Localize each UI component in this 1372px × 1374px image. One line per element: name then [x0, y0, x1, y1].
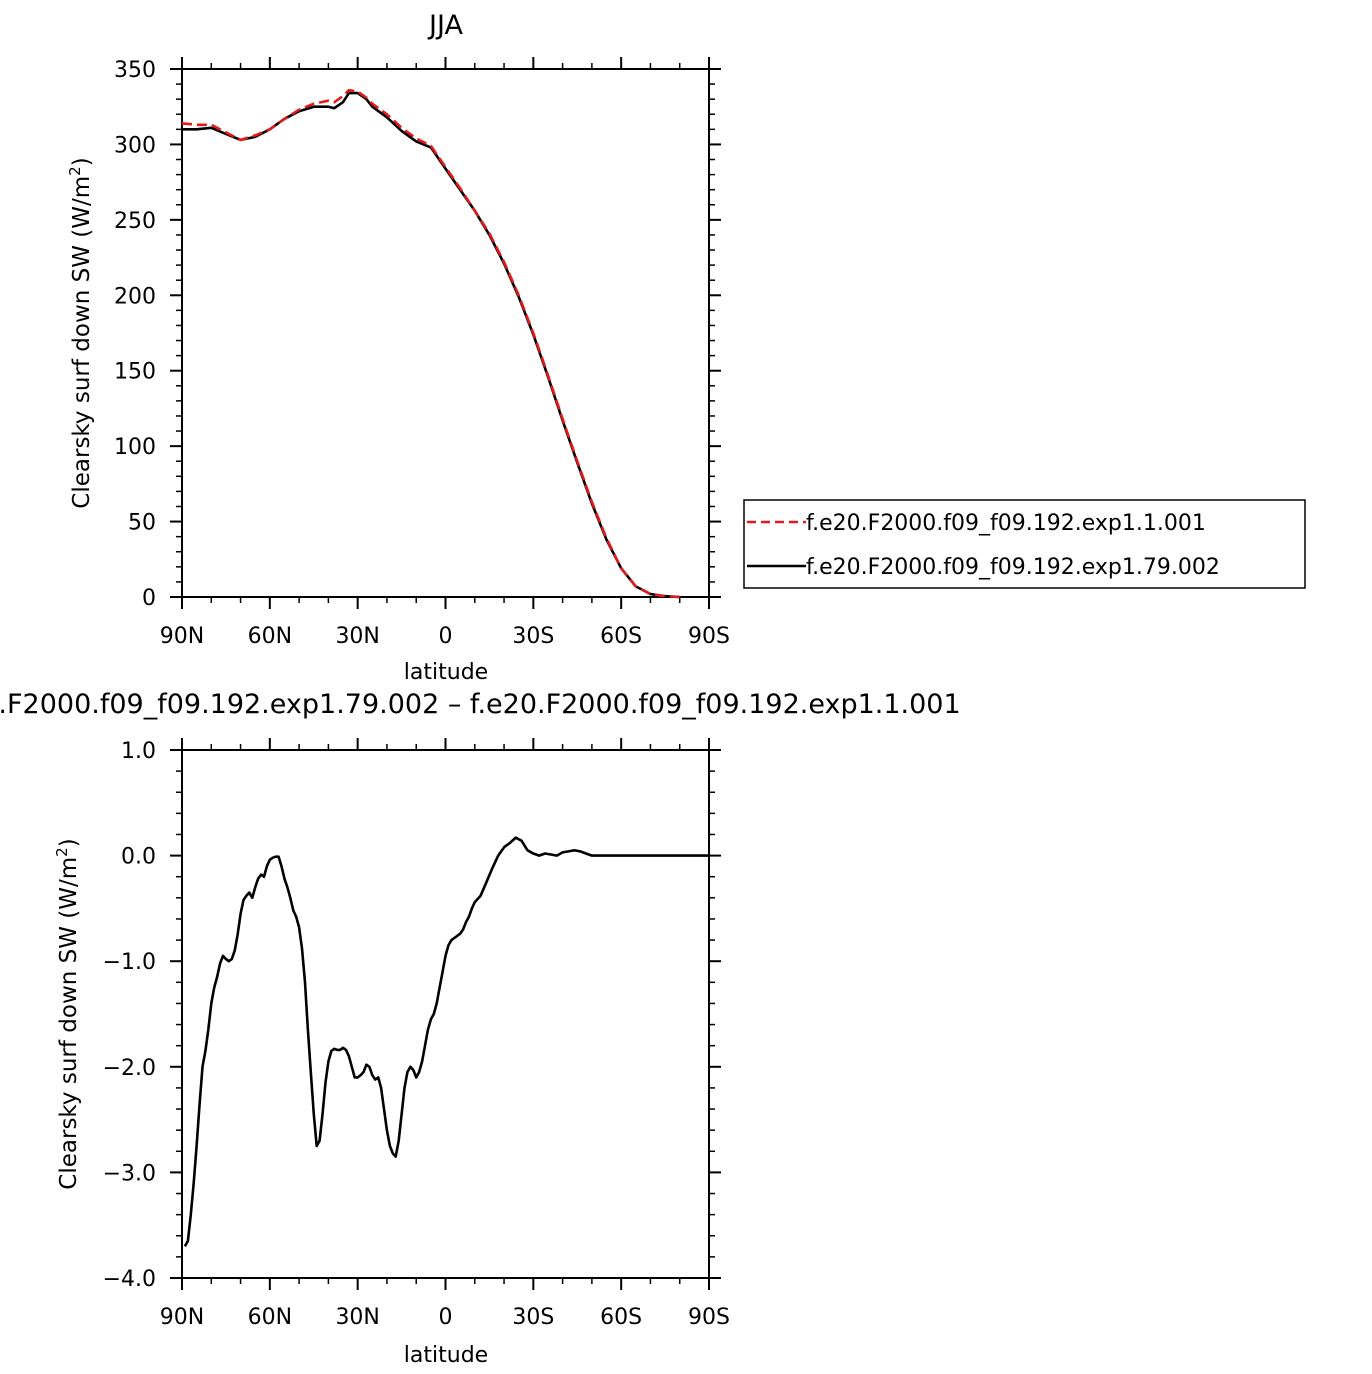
top-x-axis-label: latitude [404, 660, 488, 685]
bottom-y-tick-label: −2.0 [103, 1056, 156, 1081]
legend-box [743, 499, 1306, 589]
bottom-x-tick-label: 60N [248, 1305, 292, 1330]
bottom-plot-frame [181, 749, 710, 1279]
top-y-tick-label: 250 [114, 209, 156, 234]
legend-label-exp1-1-001: f.e20.F2000.f09_f09.192.exp1.1.001 [806, 511, 1206, 536]
bottom-x-tick-label: 30N [335, 1305, 379, 1330]
bottom-series-line-1 [183, 836, 709, 1247]
top-x-tick-label: 90S [688, 624, 730, 649]
top-axes: 90N 60N 30N 0 30S 60S 90S 0 50 100 150 200 250 300 350 [114, 57, 730, 649]
legend: f.e20.F2000.f09_f09.192.exp1.1.001 f.e20… [743, 499, 1306, 589]
bottom-x-tick-label: 60S [600, 1305, 642, 1330]
top-series-line-1 [181, 88, 680, 599]
bottom-x-axis-label: latitude [404, 1343, 488, 1368]
bottom-x-tick-label: 90N [160, 1305, 204, 1330]
top-x-tick-label: 90N [160, 624, 204, 649]
top-x-tick-label: 60S [600, 624, 642, 649]
top-plot-frame [181, 68, 710, 598]
top-panel: JJA 90N 60N 30N 0 30S 60S 90S 0 50 100 150 200 250 30… [66, 10, 1306, 685]
top-y-tick-label: 350 [114, 58, 156, 83]
bottom-y-tick-label: −4.0 [103, 1267, 156, 1292]
top-y-tick-label: 50 [128, 511, 156, 536]
bottom-panel: f.e20.F2000.f09_f09.192.exp1.79.002 – f.… [0, 689, 961, 1368]
top-y-tick-label: 200 [114, 284, 156, 309]
bottom-x-tick-label: 0 [439, 1305, 453, 1330]
bottom-y-tick-label: −1.0 [103, 950, 156, 975]
legend-label-exp1-79-002: f.e20.F2000.f09_f09.192.exp1.79.002 [806, 555, 1220, 580]
top-x-tick-label: 30S [512, 624, 554, 649]
top-x-tick-label: 0 [439, 624, 453, 649]
bottom-chart-title: f.e20.F2000.f09_f09.192.exp1.79.002 – f.… [0, 689, 961, 720]
top-y-axis-label: Clearsky surf down SW (W/m2) [66, 157, 95, 508]
top-y-tick-label: 300 [114, 133, 156, 158]
top-y-tick-label: 0 [142, 586, 156, 611]
bottom-x-tick-label: 90S [688, 1305, 730, 1330]
bottom-series [183, 836, 709, 1247]
bottom-x-tick-label: 30S [512, 1305, 554, 1330]
bottom-axes: 90N 60N 30N 0 30S 60S 90S −4.0 −3.0 −2.0 −1.0 0.0 1.… [103, 738, 730, 1330]
bottom-y-tick-label: −3.0 [103, 1161, 156, 1186]
top-y-tick-label: 100 [114, 435, 156, 460]
top-series-line-2 [182, 91, 680, 599]
bottom-y-tick-label: 0.0 [121, 845, 156, 870]
top-x-tick-label: 60N [248, 624, 292, 649]
bottom-y-axis-label: Clearsky surf down SW (W/m2) [53, 838, 82, 1189]
top-x-tick-label: 30N [335, 624, 379, 649]
top-chart-title: JJA [427, 10, 463, 41]
bottom-y-tick-label: 1.0 [121, 739, 156, 764]
top-y-tick-label: 150 [114, 360, 156, 385]
top-series [181, 88, 680, 599]
